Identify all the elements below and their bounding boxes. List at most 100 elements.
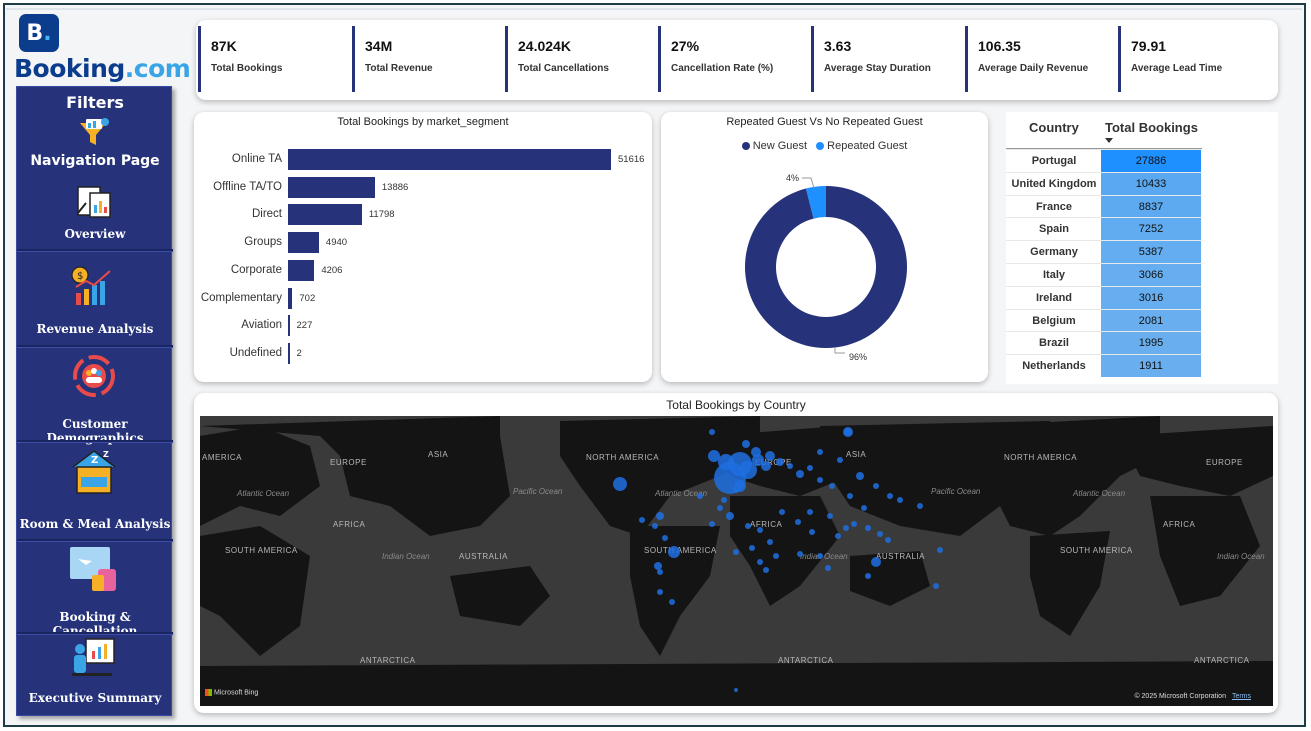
country-bubble[interactable] xyxy=(763,567,769,573)
bar[interactable] xyxy=(288,315,290,337)
country-bubble[interactable] xyxy=(787,463,793,469)
country-bubble[interactable] xyxy=(843,525,849,531)
table-row[interactable]: Brazil 1995 xyxy=(1006,331,1202,355)
bar[interactable] xyxy=(288,259,315,281)
country-bubble[interactable] xyxy=(751,447,761,457)
country-bubble[interactable] xyxy=(745,523,751,529)
country-bubble[interactable] xyxy=(871,557,881,567)
kpi-average-stay-duration: 3.63 Average Stay Duration xyxy=(811,26,931,92)
donut-slice[interactable] xyxy=(805,186,826,219)
country-bubble[interactable] xyxy=(776,458,784,466)
country-bubble[interactable] xyxy=(709,429,715,435)
country-bubble[interactable] xyxy=(825,565,831,571)
country-bubble[interactable] xyxy=(809,529,815,535)
country-bubble[interactable] xyxy=(739,461,757,479)
table-row[interactable]: United Kingdom 10433 xyxy=(1006,171,1202,195)
table-row[interactable]: France 8837 xyxy=(1006,194,1202,218)
country-bubble[interactable] xyxy=(796,470,804,478)
country-bubble[interactable] xyxy=(742,440,750,448)
country-bubble[interactable] xyxy=(657,569,663,575)
country-bubble[interactable] xyxy=(717,505,723,511)
country-bubble[interactable] xyxy=(697,493,703,499)
country-bubble[interactable] xyxy=(807,465,813,471)
nav-booking-cancellation[interactable]: Booking & Cancellation xyxy=(52,610,138,638)
country-bubble[interactable] xyxy=(797,551,803,557)
country-bubble[interactable] xyxy=(761,461,771,471)
country-bubble[interactable] xyxy=(817,449,823,455)
world-map[interactable]: AMERICA EUROPE ASIA NORTH AMERICA EUROPE… xyxy=(200,416,1273,706)
country-bubble[interactable] xyxy=(865,525,871,531)
country-bubble[interactable] xyxy=(861,505,867,511)
country-bubble[interactable] xyxy=(837,457,843,463)
country-bubble[interactable] xyxy=(639,517,645,523)
country-bubble[interactable] xyxy=(669,599,675,605)
country-bubble[interactable] xyxy=(827,513,833,519)
bar[interactable] xyxy=(288,287,293,309)
bar[interactable] xyxy=(288,232,319,254)
bar[interactable] xyxy=(288,149,611,170)
country-bubble[interactable] xyxy=(847,493,853,499)
column-header-country[interactable]: Country xyxy=(1029,120,1079,135)
country-bubble[interactable] xyxy=(817,553,823,559)
country-bubble[interactable] xyxy=(657,589,663,595)
table-row[interactable]: Belgium 2081 xyxy=(1006,308,1202,332)
country-bubble[interactable] xyxy=(856,472,864,480)
donut-slice[interactable] xyxy=(745,186,907,348)
country-bubble[interactable] xyxy=(752,454,764,466)
bar[interactable] xyxy=(288,204,362,226)
country-bubble[interactable] xyxy=(851,521,857,527)
country-bubble[interactable] xyxy=(873,483,879,489)
country-bubble[interactable] xyxy=(652,523,658,529)
country-bubble[interactable] xyxy=(733,549,739,555)
country-bubble[interactable] xyxy=(733,487,739,493)
bar[interactable] xyxy=(288,176,375,198)
column-header-total-bookings[interactable]: Total Bookings xyxy=(1105,120,1198,135)
country-bubble[interactable] xyxy=(835,533,841,539)
country-bubble[interactable] xyxy=(829,483,835,489)
country-bubble[interactable] xyxy=(773,553,779,559)
table-row[interactable]: Netherlands 1911 xyxy=(1006,354,1202,378)
country-bubble[interactable] xyxy=(757,527,763,533)
country-bubble[interactable] xyxy=(613,477,627,491)
country-bubble[interactable] xyxy=(757,559,763,565)
country-bubble[interactable] xyxy=(749,545,755,551)
nav-overview[interactable]: Overview xyxy=(64,227,126,241)
country-bubble[interactable] xyxy=(807,509,813,515)
table-row[interactable]: Ireland 3016 xyxy=(1006,285,1202,309)
country-bubble[interactable] xyxy=(779,509,785,515)
country-bubble[interactable] xyxy=(734,688,738,692)
country-bubble[interactable] xyxy=(721,497,727,503)
table-row[interactable]: Germany 5387 xyxy=(1006,240,1202,264)
nav-room-meal-analysis[interactable]: Room & Meal Analysis xyxy=(19,517,171,531)
sort-desc-icon[interactable] xyxy=(1105,138,1115,144)
country-bubble[interactable] xyxy=(708,450,720,462)
country-bubble[interactable] xyxy=(933,583,939,589)
country-bubble[interactable] xyxy=(877,531,883,537)
country-bubble[interactable] xyxy=(765,451,775,461)
country-bubble[interactable] xyxy=(718,454,734,470)
country-bubble[interactable] xyxy=(817,477,823,483)
table-row[interactable]: Italy 3066 xyxy=(1006,263,1202,286)
bar[interactable] xyxy=(288,342,290,364)
country-bubble[interactable] xyxy=(865,573,871,579)
table-row[interactable]: Spain 7252 xyxy=(1006,217,1202,241)
country-bubble[interactable] xyxy=(917,503,923,509)
country-bubble[interactable] xyxy=(937,547,943,553)
country-bubble[interactable] xyxy=(709,521,715,527)
filter-funnel-icon[interactable] xyxy=(76,117,112,153)
country-bubble[interactable] xyxy=(887,493,893,499)
country-bubble[interactable] xyxy=(885,537,891,543)
nav-executive-summary[interactable]: Executive Summary xyxy=(28,691,162,705)
nav-revenue-analysis[interactable]: Revenue Analysis xyxy=(36,322,154,336)
country-bubble[interactable] xyxy=(726,512,734,520)
country-bubble[interactable] xyxy=(656,512,664,520)
country-bubble[interactable] xyxy=(844,428,852,436)
table-row[interactable]: Portugal 27886 xyxy=(1006,149,1202,172)
country-bubble[interactable] xyxy=(662,535,668,541)
country-bubble[interactable] xyxy=(795,519,801,525)
country-bubble[interactable] xyxy=(654,562,662,570)
country-bubble[interactable] xyxy=(767,539,773,545)
country-bubble[interactable] xyxy=(668,546,680,558)
terms-link[interactable]: Terms xyxy=(1231,693,1251,700)
country-bubble[interactable] xyxy=(897,497,903,503)
